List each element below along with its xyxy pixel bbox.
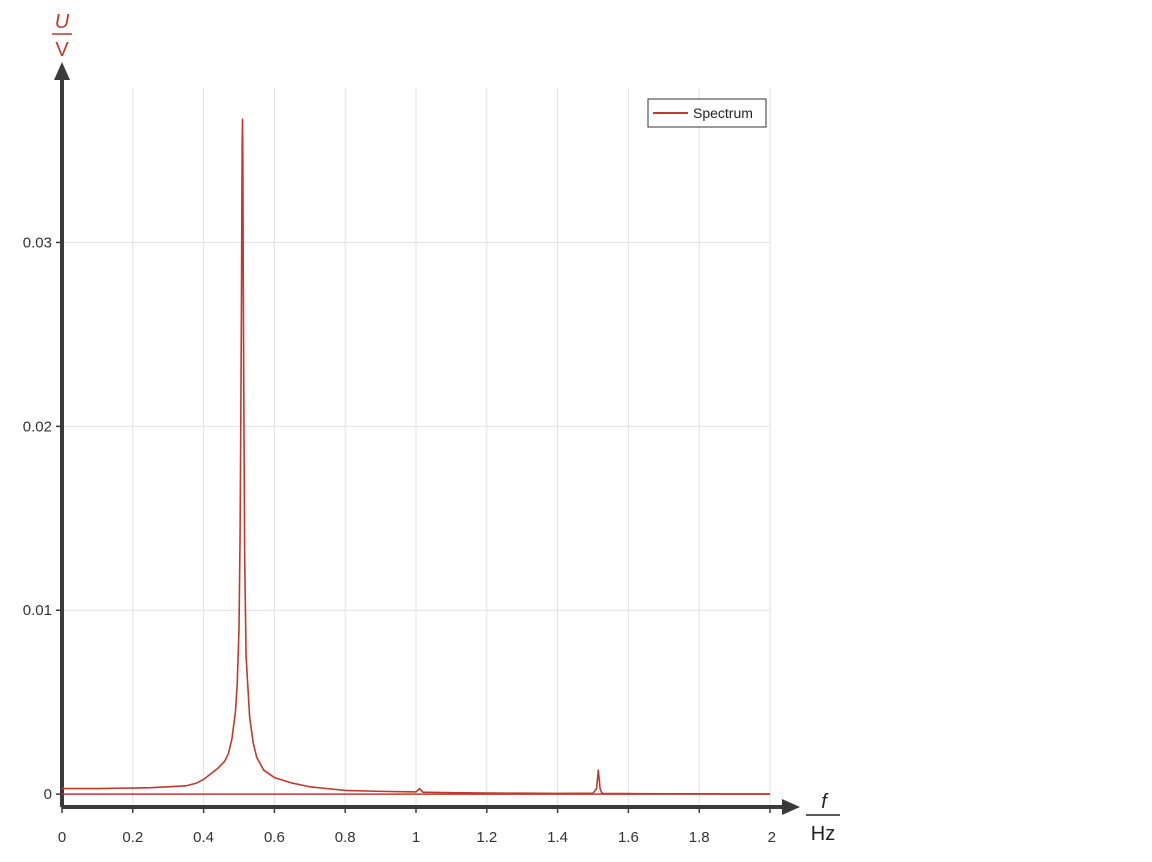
y-axis-symbol: U	[55, 11, 70, 33]
y-tick-label: 0.01	[23, 602, 52, 619]
x-tick-label: 0.2	[122, 829, 143, 846]
y-tick-label: 0.02	[23, 418, 52, 435]
x-axis-arrow-icon	[782, 799, 800, 815]
tick-labels: 0 0.2 0.4 0.6 0.8 1 1.2 1.4 1.6 1.8 2 0 0.01 0.02 0.03	[23, 234, 776, 846]
x-axis-unit: Hz	[811, 823, 835, 845]
x-axis-symbol: f	[821, 791, 829, 813]
x-tick-label: 0.8	[335, 829, 356, 846]
x-tick-label: 0.4	[193, 829, 214, 846]
legend: Spectrum	[647, 98, 767, 128]
y-tick-label: 0	[44, 786, 52, 803]
axis-units: UVf Hz	[52, 11, 840, 845]
x-tick-label: 1.2	[476, 829, 497, 846]
series-layer	[62, 118, 770, 795]
x-tick-label: 0	[58, 829, 66, 846]
axes	[54, 62, 800, 815]
legend-label-spectrum: Spectrum	[693, 105, 753, 121]
x-tick-label: 1.4	[547, 829, 568, 846]
series-line-spectrum	[62, 118, 770, 795]
y-axis-arrow-icon	[54, 62, 70, 80]
y-tick-label: 0.03	[23, 234, 52, 251]
x-tick-label: 0.6	[264, 829, 285, 846]
grid	[62, 88, 771, 807]
x-tick-label: 1.6	[618, 829, 639, 846]
x-tick-label: 2	[768, 829, 776, 846]
y-axis-unit: V	[55, 39, 69, 61]
x-tick-label: 1.8	[689, 829, 710, 846]
x-tick-label: 1	[412, 829, 420, 846]
